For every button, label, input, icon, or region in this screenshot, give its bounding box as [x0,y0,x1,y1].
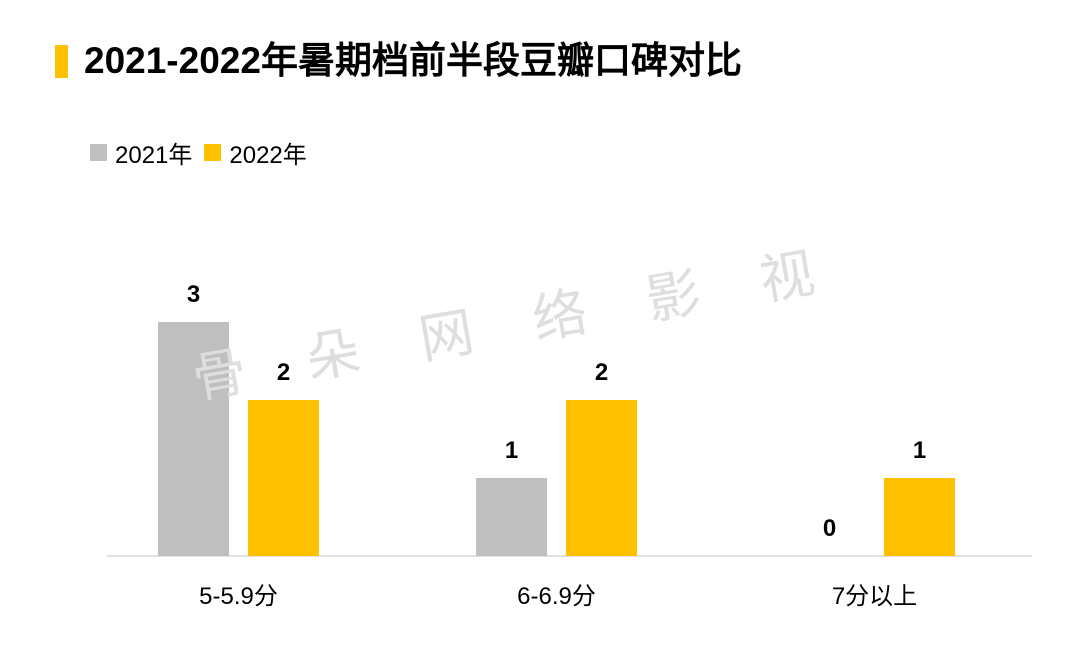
legend-item-2022: 2022年 [204,135,307,170]
bar-2021-group-1 [158,322,229,556]
data-label-2021-group-2: 1 [505,437,518,464]
legend-swatch-2021 [90,143,107,161]
data-label-2022-group-1: 2 [277,359,290,386]
x-tick-label-3: 7分以上 [832,583,917,610]
chart-marks: 3 2 5-5.9分 1 2 6-6.9分 0 1 7分以上 [158,281,955,610]
title-accent-bar [55,45,68,78]
data-label-2021-group-3: 0 [823,515,836,542]
data-label-2022-group-3: 1 [913,437,926,464]
data-label-2022-group-2: 2 [595,359,608,386]
legend-item-2021: 2021年 [90,135,192,170]
bar-2022-group-1 [248,400,319,556]
legend-swatch-2022 [204,143,222,161]
legend: 2021年 2022年 [90,135,319,170]
bar-2022-group-2 [566,400,637,556]
bar-2021-group-2 [476,478,547,556]
x-tick-label-2: 6-6.9分 [517,583,596,610]
data-label-2021-group-1: 3 [187,281,200,308]
legend-label-2021: 2021年 [115,141,193,169]
chart-title: 2021-2022年暑期档前半段豆瓣口碑对比 [84,40,742,81]
bar-2022-group-3 [884,478,955,556]
x-tick-label-1: 5-5.9分 [199,583,278,610]
legend-label-2022: 2022年 [229,141,307,169]
